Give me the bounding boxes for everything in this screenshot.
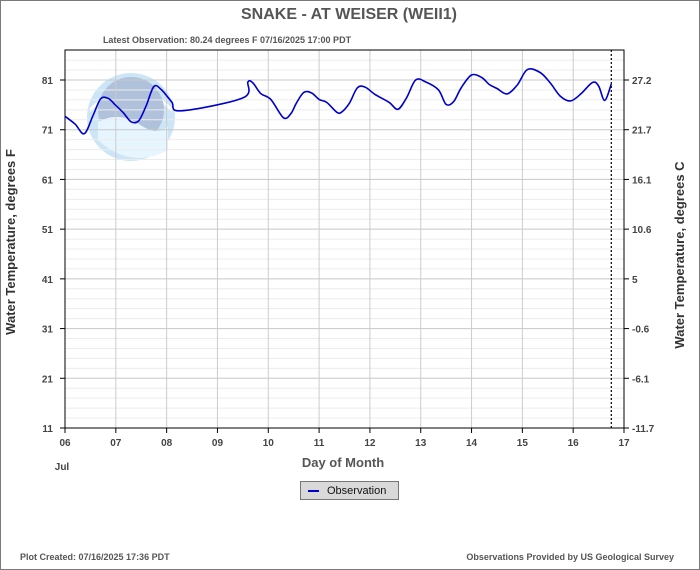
x-tick-label: 11 [314,438,325,449]
y-right-tick-label: 10.6 [632,225,652,236]
data-provider-text: Observations Provided by US Geological S… [466,552,674,562]
y-right-tick-label: 5 [632,275,638,286]
latest-observation: Latest Observation: 80.24 degrees F 07/1… [103,35,352,45]
legend-swatch-observation [308,489,319,492]
y-right-tick-label: 21.7 [632,126,652,137]
y-left-tick-label: 61 [42,175,54,186]
chart-title: SNAKE - AT WEISER (WEII1) [241,6,457,23]
legend: Observation [300,481,399,500]
legend-label-observation: Observation [327,484,387,497]
y-left-tick-label: 21 [42,374,54,385]
y-right-tick-label: 27.2 [632,76,652,87]
y-axis-right-ticks: 27.2 21.7 16.1 10.6 5 -0.6 -6.1 -11.7 [624,76,655,435]
x-tick-label: 17 [618,438,630,449]
y-left-tick-label: 11 [42,424,53,435]
x-tick-label: 07 [110,438,122,449]
y-axis-right-label: Water Temperature, degrees C [672,161,687,349]
x-axis-ticks: 06 07 08 09 10 11 12 13 14 15 16 17 [59,428,630,449]
x-tick-label: 06 [59,438,71,449]
y-right-tick-label: 16.1 [632,175,652,186]
y-left-tick-label: 81 [42,76,54,87]
x-tick-label: 13 [415,438,427,449]
y-left-tick-label: 31 [42,325,54,336]
x-tick-label: 09 [212,438,224,449]
y-axis-left-label: Water Temperature, degrees F [3,149,18,335]
y-left-tick-label: 71 [42,126,54,137]
x-axis-month-label: Jul [55,462,70,473]
series-line-observation [64,68,613,135]
y-right-tick-label: -6.1 [632,374,650,385]
plot-created-text: Plot Created: 07/16/2025 17:36 PDT [20,552,170,562]
y-left-tick-label: 41 [42,275,54,286]
noaa-logo-watermark [87,73,175,161]
y-left-tick-label: 51 [42,225,54,236]
x-tick-label: 08 [161,438,173,449]
plot-area-border [64,49,625,429]
x-axis-label: Day of Month [302,455,384,470]
x-tick-label: 10 [263,438,275,449]
x-tick-label: 14 [466,438,478,449]
y-axis-left-ticks: 81 71 61 51 41 31 21 11 [42,76,65,435]
x-tick-label: 12 [364,438,376,449]
x-tick-label: 16 [568,438,580,449]
x-tick-label: 15 [517,438,529,449]
y-right-tick-label: -11.7 [632,424,655,435]
y-right-tick-label: -0.6 [632,325,650,336]
